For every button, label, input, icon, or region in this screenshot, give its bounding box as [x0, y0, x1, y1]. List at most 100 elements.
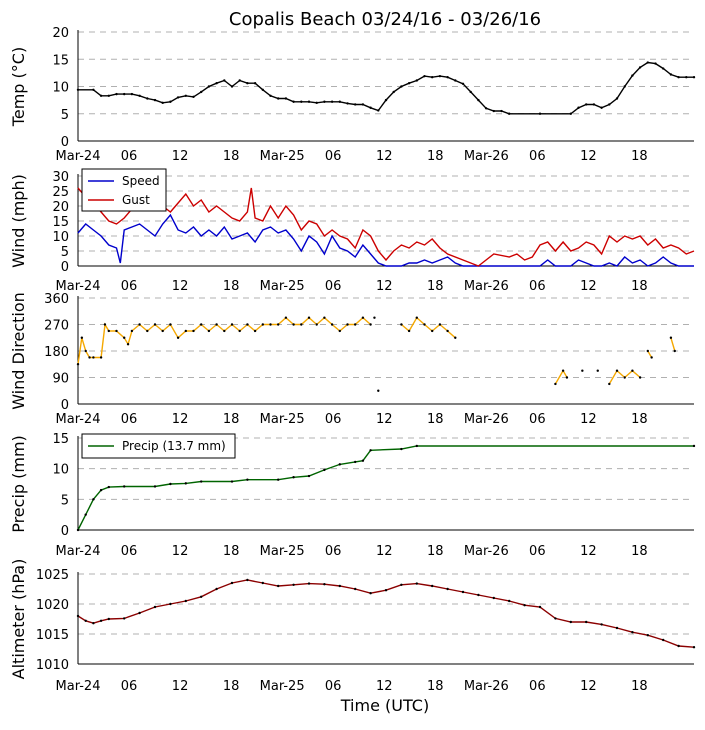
x-tick-label: 12: [580, 544, 597, 559]
data-point: [384, 98, 388, 102]
data-point: [123, 92, 126, 96]
y-tick-label: 360: [44, 292, 69, 307]
data-point: [407, 329, 411, 333]
data-point: [554, 617, 557, 620]
data-point: [631, 631, 634, 634]
data-point: [184, 482, 187, 485]
data-point: [469, 90, 472, 94]
data-point: [492, 109, 495, 113]
data-point: [161, 101, 164, 105]
data-point: [292, 583, 295, 586]
x-tick-label: Mar-24: [56, 149, 101, 164]
x-tick-label: 06: [325, 412, 342, 427]
data-point: [230, 581, 234, 585]
panel-temp: 0 5 10 15 20 Temp (°C) Mar-24 06 12 18 Mar-25 06 12 1…: [9, 26, 696, 164]
data-point: [223, 329, 226, 333]
data-point: [677, 76, 680, 79]
data-point: [200, 480, 203, 483]
x-tick-label: 06: [529, 279, 546, 294]
data-point: [631, 74, 634, 77]
x-tick-label: Mar-25: [260, 149, 305, 164]
data-point: [492, 596, 495, 600]
x-tick-label: 06: [529, 412, 546, 427]
data-point: [361, 459, 365, 462]
data-point: [400, 85, 403, 88]
data-point: [176, 336, 180, 339]
series-line: [78, 61, 694, 115]
data-point: [581, 369, 584, 372]
y-tick-label: 10: [52, 463, 69, 478]
data-point: [99, 94, 103, 97]
data-point: [638, 376, 642, 379]
legend-label: Gust: [122, 193, 150, 207]
x-tick-label: Mar-25: [260, 679, 305, 694]
y-tick-label: 10: [52, 230, 69, 245]
data-point: [169, 602, 172, 606]
data-point: [615, 97, 619, 100]
x-tick-label: 18: [427, 544, 444, 559]
data-point: [92, 498, 95, 501]
legend-wind: Speed Gust: [81, 168, 167, 212]
y-tick-label: 5: [61, 493, 69, 508]
data-point: [477, 593, 480, 597]
data-point: [123, 336, 126, 339]
data-point: [99, 356, 103, 359]
data-point: [292, 100, 295, 103]
data-point: [169, 323, 172, 326]
x-tick-label: 06: [325, 679, 342, 694]
y-tick-label: 0: [61, 135, 69, 150]
x-tick-label: Mar-24: [56, 679, 101, 694]
data-point: [692, 76, 696, 79]
data-point: [361, 316, 365, 319]
y-axis-label: Wind Direction: [9, 292, 28, 410]
data-point: [423, 74, 426, 78]
x-tick-label: Mar-26: [464, 149, 509, 164]
data-point: [554, 382, 557, 386]
data-point: [307, 582, 311, 585]
data-point: [415, 444, 418, 448]
data-point: [284, 97, 288, 100]
data-point: [107, 94, 111, 97]
x-tick-label: Mar-26: [464, 279, 509, 294]
y-tick-label: 1025: [36, 568, 69, 583]
data-point: [169, 482, 172, 486]
data-point: [284, 316, 288, 319]
data-point: [115, 92, 118, 96]
data-point: [92, 356, 95, 359]
data-point: [115, 329, 118, 333]
y-tick-label: 1015: [36, 628, 69, 643]
y-axis-label: Altimeter (hPa): [9, 559, 28, 680]
x-tick-label: 12: [376, 544, 393, 559]
data-point: [76, 88, 80, 91]
data-point: [238, 79, 241, 82]
y-axis-label: Temp (°C): [9, 47, 28, 127]
x-tick-label: 06: [325, 279, 342, 294]
legend-precip: Precip (13.7 mm): [81, 433, 236, 459]
legend-label: Speed: [122, 174, 160, 188]
data-point: [84, 349, 87, 353]
y-tick-label: 10: [52, 81, 69, 96]
data-point: [400, 447, 403, 451]
x-tick-label: 12: [172, 544, 189, 559]
data-point: [153, 605, 157, 609]
data-point: [338, 584, 341, 588]
x-tick-label: 18: [223, 279, 240, 294]
x-tick-label: 06: [325, 544, 342, 559]
chart-title: Copalis Beach 03/24/16 - 03/26/16: [229, 9, 541, 30]
data-point: [230, 85, 234, 88]
data-point: [538, 605, 542, 609]
x-tick-label: 18: [427, 679, 444, 694]
data-point: [631, 369, 634, 372]
data-point: [415, 582, 418, 585]
x-tick-label: Mar-24: [56, 412, 101, 427]
data-point: [354, 323, 357, 326]
series-line: [670, 337, 676, 352]
x-tick-label: 12: [172, 679, 189, 694]
data-point: [215, 82, 218, 85]
data-point: [500, 109, 503, 113]
data-point: [484, 107, 488, 110]
data-point: [200, 90, 203, 94]
data-point: [323, 583, 326, 586]
data-point: [669, 73, 673, 76]
x-tick-label: 06: [325, 149, 342, 164]
